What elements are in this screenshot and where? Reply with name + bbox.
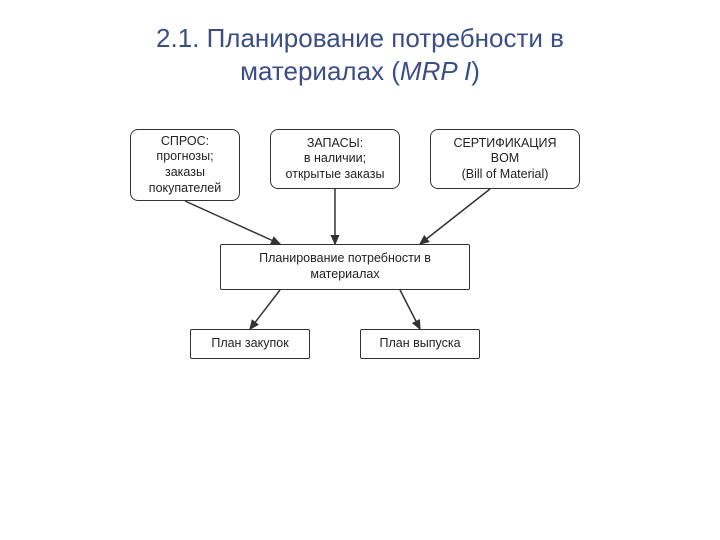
arrow-demand-to-mrp: [185, 201, 280, 244]
node-output-label: План выпуска: [379, 336, 460, 352]
node-mrp-label: Планирование потребности вматериалах: [259, 251, 431, 282]
node-purchase-label: План закупок: [211, 336, 288, 352]
node-bom: СЕРТИФИКАЦИЯBOM(Bill of Material): [430, 129, 580, 189]
title-line2-prefix: материалах (: [240, 56, 400, 86]
node-bom-label: СЕРТИФИКАЦИЯBOM(Bill of Material): [453, 136, 556, 183]
node-stock-label: ЗАПАСЫ:в наличии;открытые заказы: [286, 136, 385, 183]
node-output: План выпуска: [360, 329, 480, 359]
node-mrp: Планирование потребности вматериалах: [220, 244, 470, 290]
arrow-mrp-to-purchase: [250, 290, 280, 329]
node-purchase: План закупок: [190, 329, 310, 359]
title-line2-italic: MRP I: [400, 56, 471, 86]
mrp-diagram: СПРОС:прогнозы;заказыпокупателей ЗАПАСЫ:в…: [130, 129, 590, 389]
node-stock: ЗАПАСЫ:в наличии;открытые заказы: [270, 129, 400, 189]
node-demand: СПРОС:прогнозы;заказыпокупателей: [130, 129, 240, 201]
arrow-bom-to-mrp: [420, 189, 490, 244]
page-title: 2.1. Планирование потребности в материал…: [0, 0, 720, 87]
title-line1: 2.1. Планирование потребности в: [156, 23, 564, 53]
title-line2-suffix: ): [471, 56, 480, 86]
node-demand-label: СПРОС:прогнозы;заказыпокупателей: [149, 134, 221, 197]
arrow-mrp-to-output: [400, 290, 420, 329]
